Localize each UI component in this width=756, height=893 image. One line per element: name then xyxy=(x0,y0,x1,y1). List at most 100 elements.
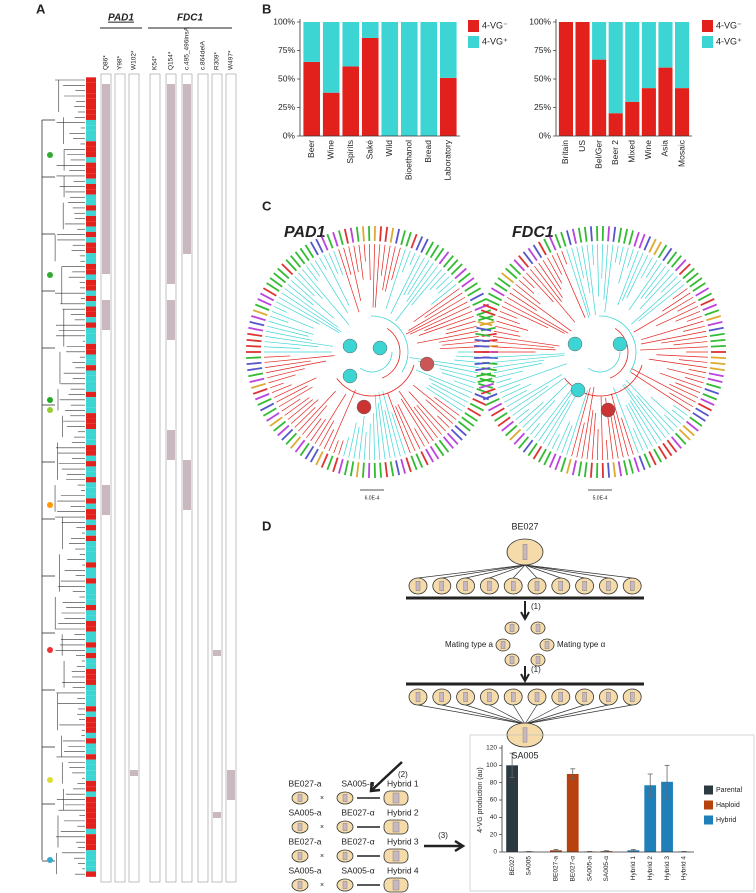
tree-branch xyxy=(408,391,446,432)
tree-branch xyxy=(439,346,480,350)
mutation-mark xyxy=(167,84,175,284)
tree-branch xyxy=(645,260,658,278)
leaf-label xyxy=(476,387,492,395)
tree-branch xyxy=(498,315,520,325)
phenotype-cell xyxy=(86,199,96,206)
tree-branch xyxy=(660,372,702,389)
y-tick-label: 60 xyxy=(490,797,498,804)
yeast-nucleus xyxy=(415,692,421,703)
leaf-label xyxy=(709,367,725,372)
yeast-nucleus xyxy=(522,544,528,561)
legend-label: Parental xyxy=(716,787,743,794)
x-tick-label: Hybrid 4 xyxy=(681,856,688,881)
bar xyxy=(506,765,518,852)
leaf-label xyxy=(438,439,450,453)
phenotype-cell xyxy=(86,535,96,542)
tree-branch xyxy=(547,395,577,447)
tree-branch xyxy=(683,325,705,332)
tree-branch xyxy=(671,409,685,420)
step-label: (2) xyxy=(398,770,408,779)
tree-branch xyxy=(603,244,609,300)
tree-branch xyxy=(542,400,571,444)
tree-branch xyxy=(338,249,360,313)
x-tick-label: Spirits xyxy=(345,140,355,164)
tree-branch xyxy=(518,280,535,294)
tree-branch xyxy=(509,292,537,311)
leaf-label xyxy=(708,372,724,378)
tree-branch xyxy=(600,396,603,460)
leaf-label xyxy=(395,228,401,244)
legend-label: Hybrid xyxy=(716,817,736,824)
tree-branch xyxy=(323,255,350,306)
phenotype-cell xyxy=(86,82,96,88)
yeast-nucleus xyxy=(392,792,400,804)
phenotype-cell xyxy=(86,354,96,360)
phenotype-cell xyxy=(86,189,96,195)
tree-branch xyxy=(264,341,319,348)
tree-branch xyxy=(403,257,425,295)
panel-label: D xyxy=(262,518,271,533)
leaf-label xyxy=(682,267,695,280)
tree-branch xyxy=(518,401,544,424)
leaf-label xyxy=(260,292,275,302)
yeast-nucleus xyxy=(630,581,635,592)
phenotype-cell xyxy=(86,652,96,659)
tree-branch xyxy=(294,406,316,428)
leaf-label xyxy=(299,247,310,262)
tree-branch xyxy=(661,336,707,344)
phenotype-cell xyxy=(86,338,96,344)
x-tick-label: BE027-α xyxy=(569,856,576,882)
tree-branch xyxy=(455,355,480,358)
leaf-label xyxy=(281,263,294,276)
leaf-label xyxy=(638,233,646,249)
y-tick-label: 0% xyxy=(283,130,296,140)
leaf-label xyxy=(674,432,687,445)
x-tick-label: Beer 2 xyxy=(610,140,620,165)
tree-branch xyxy=(264,346,301,349)
leaf-label xyxy=(434,442,445,457)
legend-swatch xyxy=(704,800,713,810)
tree-branch xyxy=(586,409,594,460)
yeast-nucleus xyxy=(487,692,492,703)
tree-branch xyxy=(343,247,352,275)
cross-parent: SA005-α xyxy=(341,778,374,788)
tree-branch xyxy=(369,244,371,280)
phenotype-cell xyxy=(86,418,96,424)
phenotype-cell xyxy=(86,844,96,851)
leaf-label xyxy=(269,277,283,288)
tree-branch xyxy=(385,246,396,292)
yeast-nucleus xyxy=(606,692,611,703)
leaf-label xyxy=(249,320,265,327)
tree-branch xyxy=(493,363,543,374)
leaf-label xyxy=(467,407,482,417)
mutation-mark xyxy=(167,300,175,340)
x-tick-label: Bioethanol xyxy=(404,140,414,180)
leaf-label xyxy=(349,461,355,477)
phenotype-cell xyxy=(86,439,96,446)
leaf-label xyxy=(710,356,726,359)
node-pie xyxy=(612,336,628,352)
leaf-label xyxy=(662,247,673,262)
fan-line xyxy=(524,564,561,579)
tree-branch xyxy=(493,330,521,337)
tree-branch xyxy=(265,336,334,347)
leaf-label xyxy=(332,457,339,473)
yeast-nucleus xyxy=(487,581,492,592)
cross-parent: BE027-α xyxy=(341,807,374,817)
leaf-label xyxy=(695,407,710,417)
mutation-column xyxy=(100,73,112,883)
phenotype-cell xyxy=(86,636,96,643)
tree-branch xyxy=(439,336,479,343)
phenotype-cell xyxy=(86,850,96,856)
tree-branch xyxy=(538,262,563,298)
yeast-nucleus xyxy=(544,641,550,649)
leaf-label xyxy=(254,303,270,311)
phenotype-cell xyxy=(86,93,96,99)
leaf-label xyxy=(384,462,389,478)
phenotype-cell xyxy=(86,477,96,483)
tree-branch xyxy=(270,315,289,323)
leaf-label xyxy=(617,227,623,243)
phenotype-cell xyxy=(86,626,96,632)
y-axis-label: 4-VG production (au) xyxy=(477,767,484,832)
phenotype-cell xyxy=(86,786,96,792)
